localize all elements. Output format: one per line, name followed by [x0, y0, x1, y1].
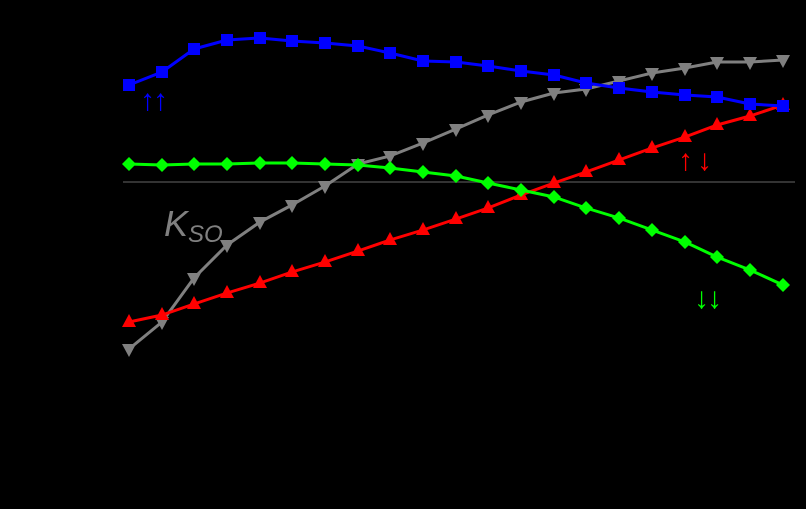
data-point	[710, 250, 724, 264]
data-point	[744, 98, 756, 110]
data-point	[481, 110, 495, 123]
data-point	[285, 264, 299, 277]
data-point	[285, 156, 299, 170]
data-point	[187, 157, 201, 171]
label-up-up: ↑↑	[140, 84, 168, 117]
data-point	[481, 200, 495, 213]
data-point	[743, 108, 757, 121]
data-point	[416, 222, 430, 235]
data-point	[221, 34, 233, 46]
data-point	[450, 56, 462, 68]
data-point	[318, 254, 332, 267]
series-triangle-down	[122, 55, 790, 357]
data-point	[318, 181, 332, 194]
kso-main: K	[164, 203, 189, 244]
data-point	[416, 138, 430, 151]
data-point	[547, 190, 561, 204]
label-kso: KSO	[164, 203, 223, 249]
data-point	[777, 100, 789, 112]
data-point	[220, 285, 234, 298]
data-point	[548, 69, 560, 81]
data-point	[187, 296, 201, 309]
data-point	[678, 129, 692, 142]
data-point	[482, 60, 494, 72]
data-point	[253, 275, 267, 288]
data-point	[547, 175, 561, 188]
data-point	[645, 223, 659, 237]
data-point	[122, 314, 136, 327]
data-point	[285, 200, 299, 213]
data-point	[580, 77, 592, 89]
data-point	[122, 344, 136, 357]
data-point	[416, 165, 430, 179]
data-point	[579, 201, 593, 215]
data-point	[383, 151, 397, 164]
data-point	[579, 164, 593, 177]
data-point	[612, 152, 626, 165]
data-point	[645, 68, 659, 81]
series-diamond	[122, 156, 790, 292]
data-point	[254, 32, 266, 44]
data-point	[351, 243, 365, 256]
data-point	[646, 86, 658, 98]
data-point	[188, 43, 200, 55]
data-point	[253, 217, 267, 230]
data-point	[155, 317, 169, 330]
data-point	[481, 176, 495, 190]
data-point	[286, 35, 298, 47]
data-point	[776, 55, 790, 68]
data-point	[187, 273, 201, 286]
data-point	[417, 55, 429, 67]
data-point	[743, 263, 757, 277]
data-point	[122, 157, 136, 171]
data-point	[220, 157, 234, 171]
data-point	[776, 278, 790, 292]
data-point	[383, 161, 397, 175]
data-point	[319, 37, 331, 49]
data-point	[155, 158, 169, 172]
data-point	[351, 158, 365, 172]
series-square	[123, 32, 789, 112]
data-point	[710, 117, 724, 130]
data-point	[383, 232, 397, 245]
data-point	[711, 91, 723, 103]
data-point	[679, 89, 691, 101]
data-point	[220, 240, 234, 253]
data-point	[547, 88, 561, 101]
data-point	[743, 57, 757, 70]
data-point	[384, 47, 396, 59]
data-point	[449, 211, 463, 224]
data-point	[514, 183, 528, 197]
data-point	[678, 235, 692, 249]
data-point	[612, 211, 626, 225]
data-point	[449, 169, 463, 183]
label-up-down: ↑↓	[678, 144, 716, 177]
data-point	[515, 65, 527, 77]
data-point	[710, 57, 724, 70]
data-point	[253, 156, 267, 170]
data-point	[613, 82, 625, 94]
data-point	[156, 66, 168, 78]
data-point	[514, 97, 528, 110]
data-point	[123, 79, 135, 91]
data-point	[645, 140, 659, 153]
data-point	[352, 40, 364, 52]
data-point	[449, 124, 463, 137]
data-point	[678, 63, 692, 76]
label-down-down: ↓↓	[694, 282, 722, 315]
data-point	[155, 307, 169, 320]
data-point	[318, 157, 332, 171]
kso-sub: SO	[188, 221, 223, 248]
